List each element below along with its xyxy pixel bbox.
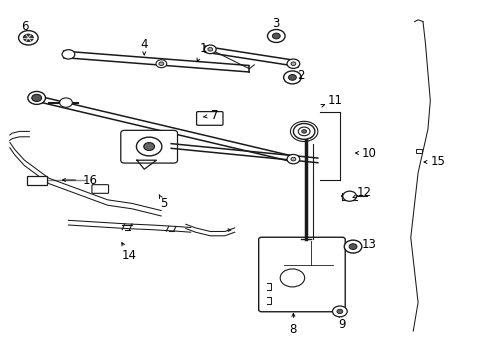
Circle shape	[60, 98, 72, 107]
Text: 2: 2	[296, 69, 304, 82]
FancyBboxPatch shape	[258, 237, 345, 312]
Circle shape	[32, 94, 41, 102]
Text: 4: 4	[140, 39, 148, 51]
Text: 13: 13	[361, 238, 376, 251]
Circle shape	[143, 143, 154, 150]
Text: 8: 8	[289, 323, 297, 336]
Circle shape	[336, 309, 342, 314]
Text: 14: 14	[122, 249, 137, 262]
Circle shape	[280, 269, 304, 287]
Circle shape	[288, 75, 296, 80]
Circle shape	[286, 154, 299, 164]
FancyBboxPatch shape	[121, 130, 177, 163]
FancyBboxPatch shape	[196, 112, 223, 125]
Bar	[27, 176, 47, 185]
Circle shape	[272, 33, 280, 39]
Circle shape	[207, 48, 212, 51]
Circle shape	[290, 62, 295, 66]
Circle shape	[290, 157, 295, 161]
Circle shape	[283, 71, 301, 84]
Text: 16: 16	[83, 174, 98, 186]
Text: 3: 3	[272, 17, 280, 30]
Text: 12: 12	[356, 186, 371, 199]
Circle shape	[301, 130, 306, 133]
Bar	[415, 149, 421, 153]
Circle shape	[286, 59, 299, 68]
Text: 6: 6	[20, 21, 28, 33]
Text: 5: 5	[160, 197, 167, 210]
Text: 10: 10	[361, 147, 376, 159]
Circle shape	[156, 60, 166, 68]
Text: 9: 9	[338, 318, 346, 330]
Circle shape	[159, 62, 163, 66]
Circle shape	[19, 31, 38, 45]
Circle shape	[342, 191, 356, 201]
Circle shape	[298, 127, 309, 136]
Circle shape	[62, 50, 75, 59]
Text: 11: 11	[327, 94, 342, 107]
FancyBboxPatch shape	[92, 185, 108, 193]
Circle shape	[136, 137, 162, 156]
Circle shape	[348, 244, 356, 249]
Circle shape	[344, 240, 361, 253]
Text: 15: 15	[429, 156, 444, 168]
Text: 1: 1	[199, 42, 206, 55]
Circle shape	[293, 123, 314, 139]
Circle shape	[332, 306, 346, 317]
Circle shape	[267, 30, 285, 42]
Circle shape	[23, 34, 33, 41]
Text: 7: 7	[211, 109, 219, 122]
Circle shape	[28, 91, 45, 104]
Circle shape	[204, 45, 216, 54]
